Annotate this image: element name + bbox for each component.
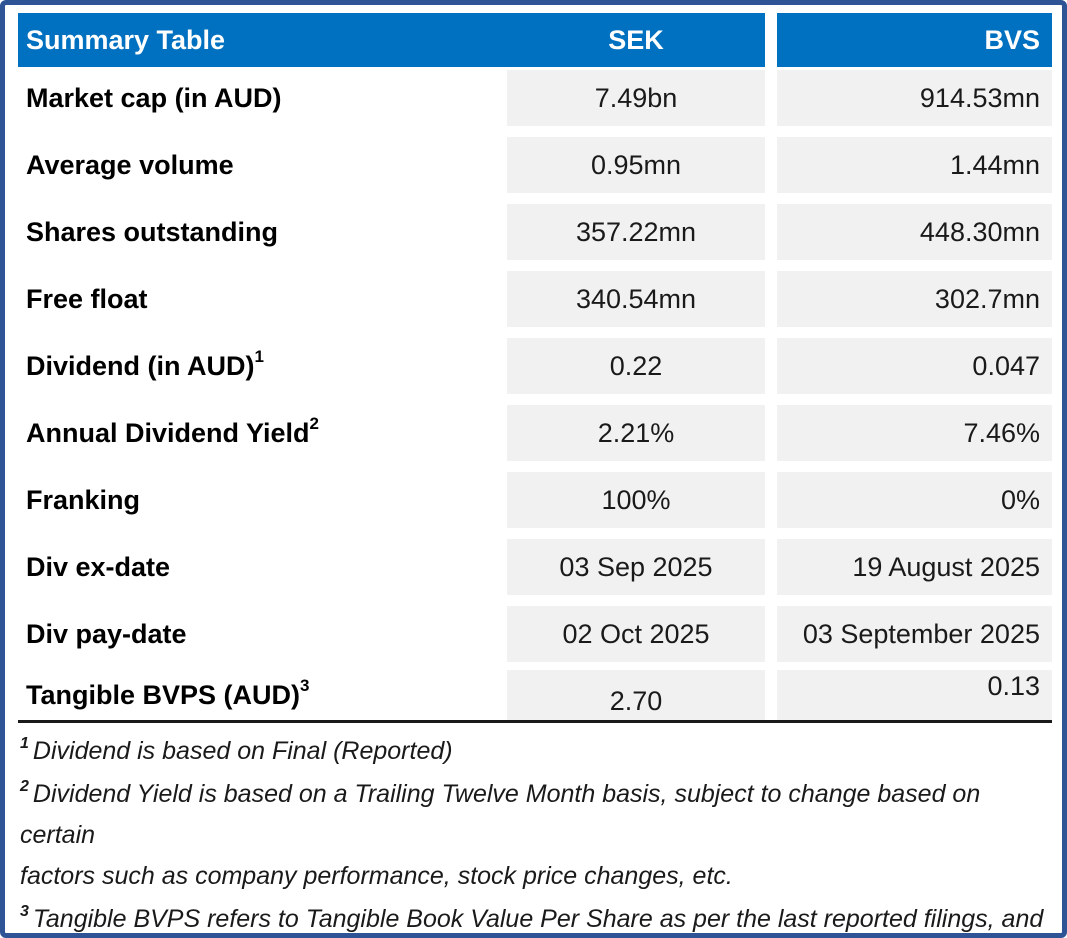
- table-row-market-cap: Market cap (in AUD) 7.49bn 914.53mn: [18, 70, 1052, 126]
- footnote-3-number: 3: [20, 902, 29, 920]
- table-body: Market cap (in AUD) 7.49bn 914.53mn Aver…: [18, 70, 1052, 720]
- footnote-divider: [18, 720, 1052, 723]
- sek-value: 357.22mn: [507, 204, 765, 260]
- row-label: Div pay-date: [18, 606, 507, 662]
- bvs-value: 0.047: [777, 338, 1052, 394]
- row-label: Div ex-date: [18, 539, 507, 595]
- bvs-value: 448.30mn: [777, 204, 1052, 260]
- row-label: Tangible BVPS (AUD) 3: [26, 676, 310, 710]
- bvs-value: 302.7mn: [777, 271, 1052, 327]
- table-row-tangible-bvps: Tangible BVPS (AUD) 3 2.70 0.13: [18, 670, 1052, 720]
- column-gap: [765, 539, 777, 595]
- table-row-annual-dividend-yield: Annual Dividend Yield 2 2.21% 7.46%: [18, 405, 1052, 461]
- column-gap: [765, 472, 777, 528]
- row-label: Annual Dividend Yield 2: [26, 414, 320, 448]
- footnote-2-text: Dividend Yield is based on a Trailing Tw…: [20, 780, 981, 890]
- table-row-div-ex-date: Div ex-date 03 Sep 2025 19 August 2025: [18, 539, 1052, 595]
- bvs-value: 914.53mn: [777, 70, 1052, 126]
- footnote-3: 3 Tangible BVPS refers to Tangible Book V…: [20, 899, 1050, 933]
- row-label-text: Annual Dividend Yield: [26, 417, 310, 448]
- row-label: Shares outstanding: [18, 204, 507, 260]
- row-label-text: Dividend (in AUD): [26, 350, 255, 381]
- footnote-2: 2 Dividend Yield is based on a Trailing T…: [20, 774, 1050, 897]
- sek-value: 2.21%: [507, 405, 765, 461]
- footnote-1-number: 1: [20, 734, 29, 752]
- row-label-text: Market cap (in AUD): [26, 82, 282, 113]
- footnotes: 1 Dividend is based on Final (Reported) 2…: [18, 723, 1052, 933]
- column-header-bvs: BVS: [984, 24, 1040, 55]
- column-gap: [765, 606, 777, 662]
- column-gap: [765, 70, 777, 126]
- column-header-sek: SEK: [608, 24, 664, 55]
- row-label: Average volume: [18, 137, 507, 193]
- bvs-value: 03 September 2025: [777, 606, 1052, 662]
- sek-value: 0.95mn: [507, 137, 765, 193]
- column-gap: [765, 670, 777, 720]
- sek-value: 340.54mn: [507, 271, 765, 327]
- column-gap: [765, 405, 777, 461]
- row-label: Free float: [18, 271, 507, 327]
- table-row-franking: Franking 100% 0%: [18, 472, 1052, 528]
- table-title: Summary Table: [26, 24, 226, 55]
- table-row-shares-outstanding: Shares outstanding 357.22mn 448.30mn: [18, 204, 1052, 260]
- row-label-text: Franking: [26, 484, 141, 515]
- table-row-free-float: Free float 340.54mn 302.7mn: [18, 271, 1052, 327]
- table-row-div-pay-date: Div pay-date 02 Oct 2025 03 September 20…: [18, 606, 1052, 662]
- table-row-average-volume: Average volume 0.95mn 1.44mn: [18, 137, 1052, 193]
- sek-value: 2.70: [507, 670, 765, 720]
- row-label: Franking: [18, 472, 507, 528]
- column-gap: [765, 137, 777, 193]
- sek-value: 100%: [507, 472, 765, 528]
- column-gap: [765, 271, 777, 327]
- footnote-2-number: 2: [20, 777, 29, 795]
- row-label-text: Tangible BVPS (AUD): [26, 679, 301, 710]
- header-right-block: BVS: [777, 13, 1052, 67]
- header-left-block: Summary Table SEK: [18, 13, 765, 67]
- row-label-text: Average volume: [26, 149, 234, 180]
- sek-value: 02 Oct 2025: [507, 606, 765, 662]
- column-gap: [765, 204, 777, 260]
- bvs-value: 0%: [777, 472, 1052, 528]
- row-label: Market cap (in AUD): [18, 70, 507, 126]
- bvs-value: 7.46%: [777, 405, 1052, 461]
- footnote-1: 1 Dividend is based on Final (Reported): [20, 731, 1050, 772]
- column-gap: [765, 338, 777, 394]
- bvs-value: 0.13: [777, 670, 1052, 720]
- row-label: Dividend (in AUD) 1: [26, 347, 264, 381]
- footnote-3-text: Tangible BVPS refers to Tangible Book Va…: [32, 905, 1044, 933]
- row-label-text: Div ex-date: [26, 551, 171, 582]
- footnote-1-text: Dividend is based on Final (Reported): [32, 737, 453, 765]
- bvs-value: 1.44mn: [777, 137, 1052, 193]
- sek-value: 7.49bn: [507, 70, 765, 126]
- sek-value: 03 Sep 2025: [507, 539, 765, 595]
- row-label-text: Div pay-date: [26, 618, 187, 649]
- row-label-text: Free float: [26, 283, 148, 314]
- row-label-text: Shares outstanding: [26, 216, 279, 247]
- header-column-gap: [765, 13, 777, 67]
- table-row-dividend: Dividend (in AUD) 1 0.22 0.047: [18, 338, 1052, 394]
- sek-value: 0.22: [507, 338, 765, 394]
- table-header: Summary Table SEK BVS: [18, 13, 1052, 67]
- bvs-value: 19 August 2025: [777, 539, 1052, 595]
